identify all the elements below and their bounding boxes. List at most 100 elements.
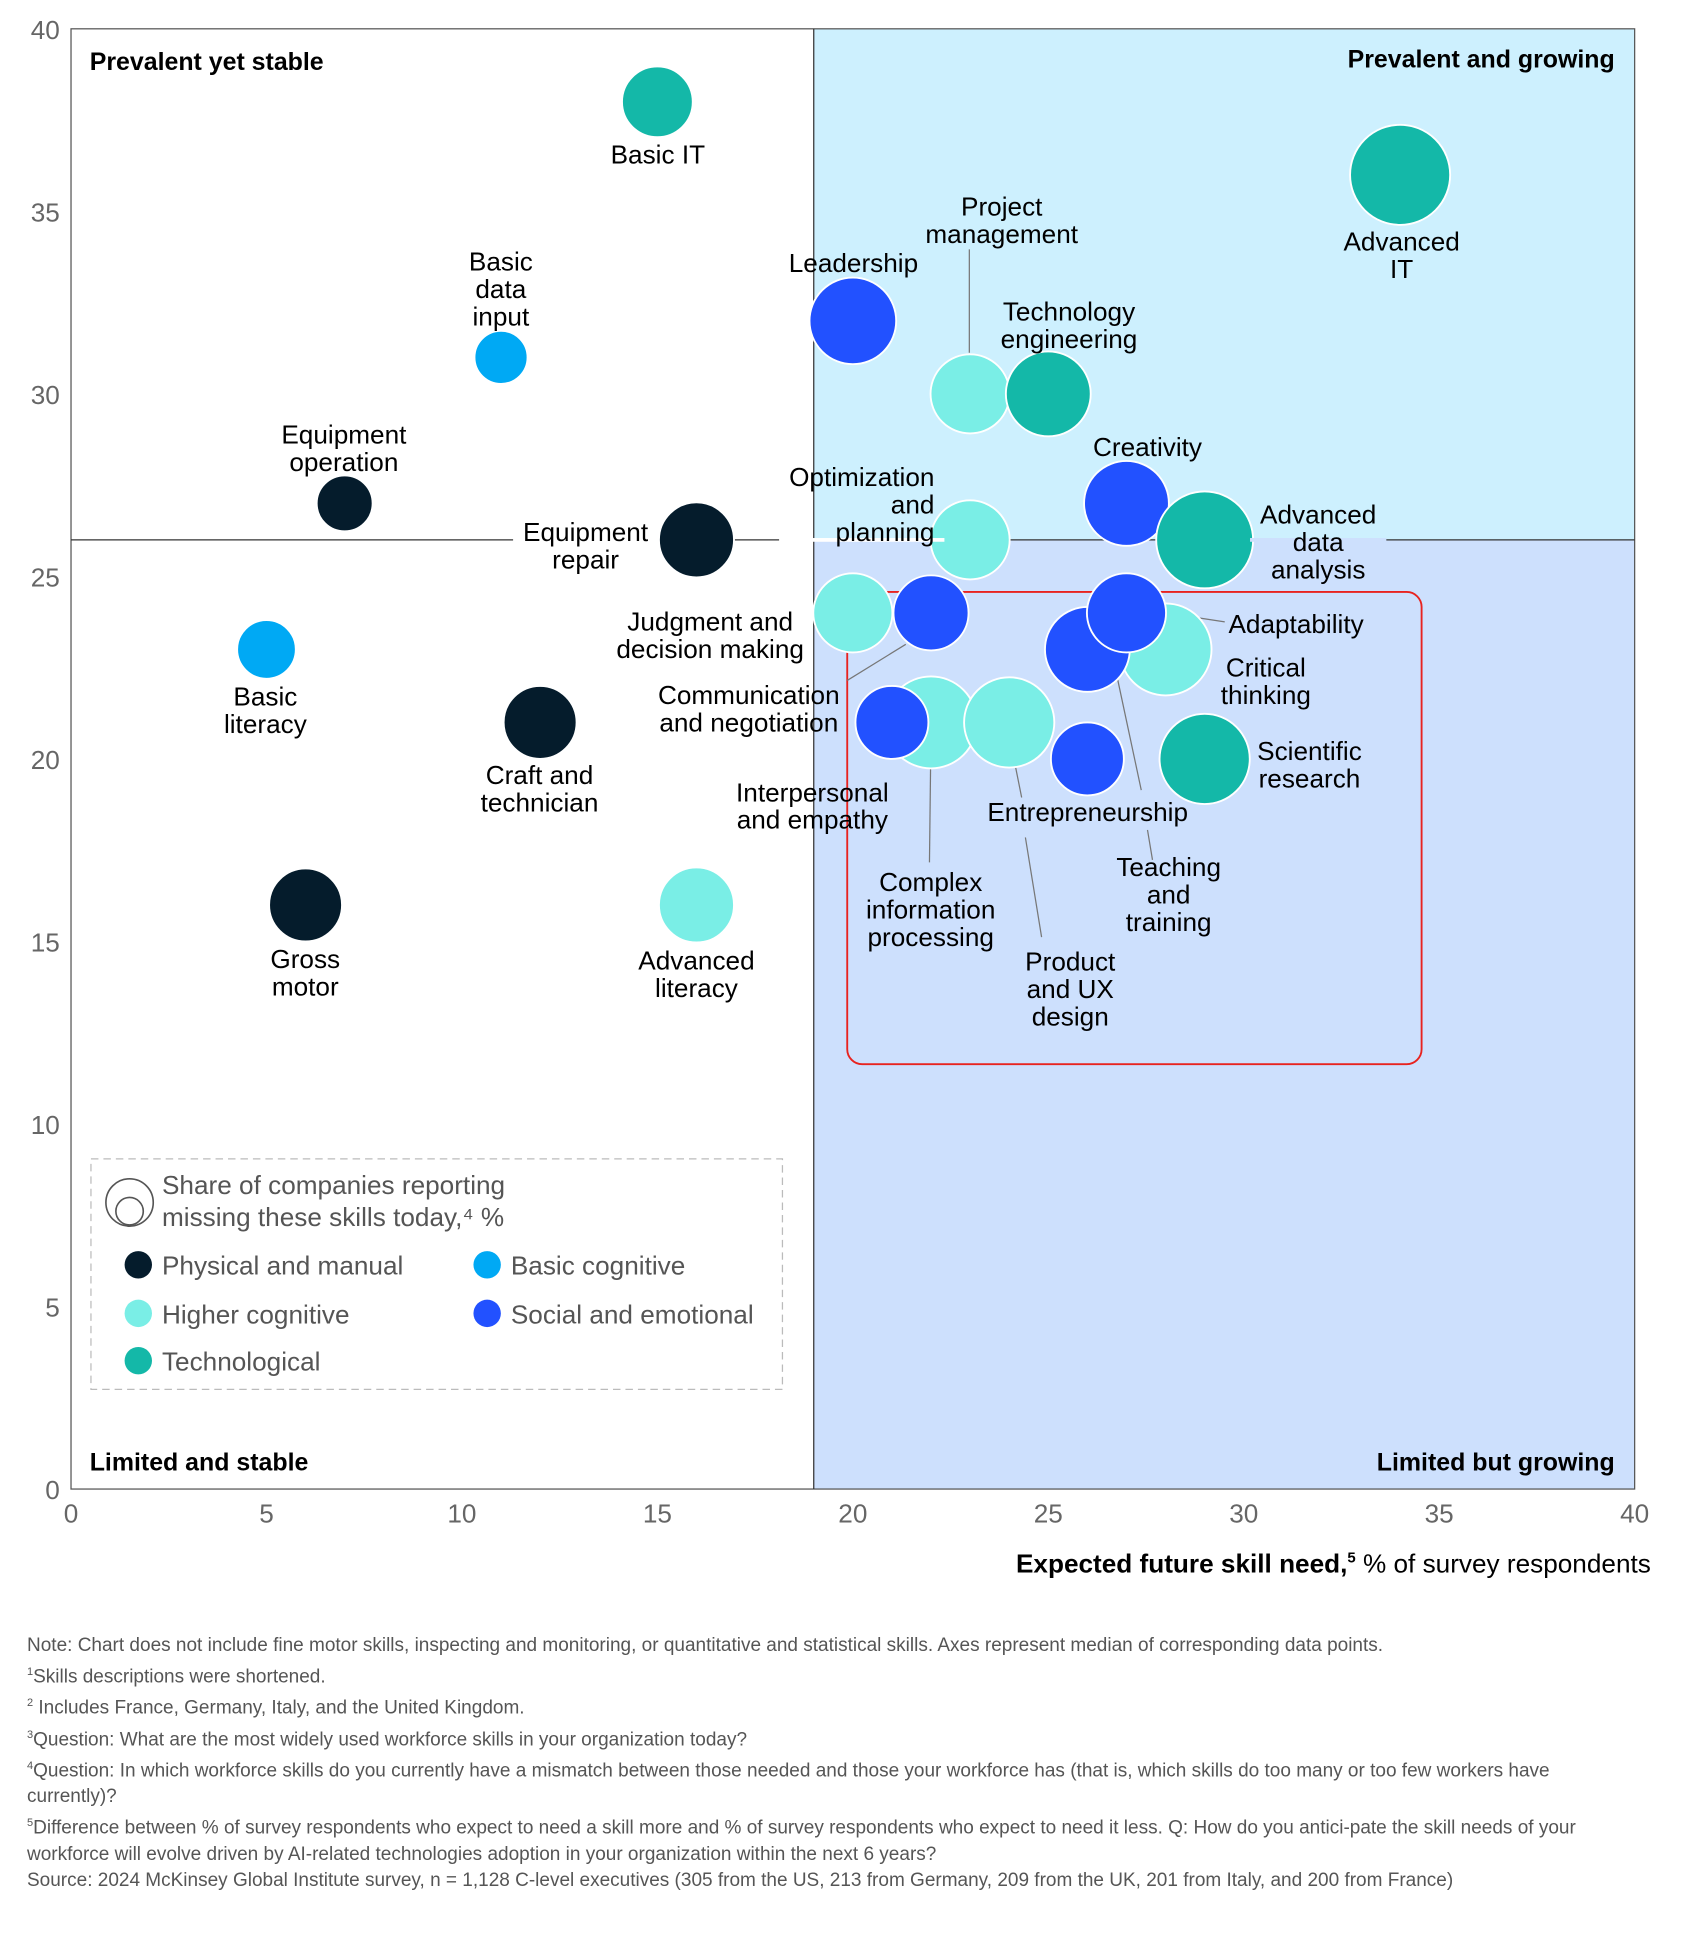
x-tick-label: 20 <box>838 1499 867 1529</box>
footnote: 2 Includes France, Germany, Italy, and t… <box>27 1690 1627 1721</box>
label-line: Basic IT <box>611 139 705 169</box>
label-line: Communication <box>658 680 840 710</box>
footnote-number: 2 <box>27 1697 34 1710</box>
footnote-number: 1 <box>27 1666 34 1678</box>
label-line: Equipment <box>281 420 407 450</box>
x-axis-title-bold: Expected future skill need, <box>1016 1549 1347 1579</box>
legend-swatch-basic-cognitive <box>473 1251 501 1279</box>
label-line: Leadership <box>789 248 918 278</box>
bubble-scientific-research <box>1158 712 1251 805</box>
label-line: design <box>1032 1002 1109 1032</box>
label-line: planning <box>836 517 935 547</box>
size-legend-small-circle-icon <box>115 1196 145 1226</box>
leader-line <box>1024 837 1043 938</box>
bubble-basic-it <box>621 65 694 139</box>
bubble-advanced-it <box>1349 123 1452 226</box>
label-line: Interpersonal <box>736 777 889 807</box>
bubble-advanced-literacy <box>658 866 735 944</box>
footnote: Source: 2024 McKinsey Global Institute s… <box>27 1868 1627 1894</box>
bubble-label-product-and-ux-design: Product and UX design <box>1025 947 1116 1032</box>
bubble-label-communication-and-negotiation: Communication and negotiation <box>658 680 840 737</box>
legend-swatch-physical-and-manual <box>124 1251 153 1279</box>
bubble-label-project-management: Project management <box>925 192 1078 249</box>
footnote: Note: Chart does not include fine motor … <box>27 1633 1627 1659</box>
label-line: Advanced <box>1260 499 1376 529</box>
footnote-text: Skills descriptions were shortened. <box>33 1666 326 1688</box>
label-line: repair <box>552 544 619 574</box>
bubble-label-creativity: Creativity <box>1093 432 1203 462</box>
y-tick-label: 30 <box>31 380 60 410</box>
label-line: data <box>475 274 526 304</box>
bubble-label-interpersonal-and-empathy: Interpersonal and empathy <box>736 777 889 834</box>
label-line: Creativity <box>1093 432 1203 462</box>
bubble-technology-engineering <box>1004 350 1092 438</box>
label-line: Advanced <box>1343 227 1459 257</box>
bubble-label-basic-data-input: Basic data input <box>469 247 533 332</box>
bubble-equipment-repair <box>658 501 735 579</box>
bubble-label-technology-engineering: Technology engineering <box>1001 296 1138 353</box>
bubble-leadership <box>808 276 898 366</box>
label-line: and <box>1147 879 1191 909</box>
label-line: decision making <box>616 634 804 664</box>
plot-frame <box>70 28 1636 1490</box>
quadrant-label-bottom-right: Limited but growing <box>1377 1448 1615 1476</box>
x-axis-title: Expected future skill need,5 % of survey… <box>1016 1549 1651 1579</box>
bubble-project-management <box>929 353 1011 435</box>
bubble-label-basic-literacy: Basic literacy <box>224 681 308 738</box>
median-line-gap <box>1250 538 1387 542</box>
bubble-judgment-and-decision-making <box>812 572 894 654</box>
label-line: Optimization <box>789 462 934 492</box>
footnote-number: 5 <box>27 1817 34 1830</box>
label-line: Technology <box>1003 296 1136 326</box>
footnote: 1Skills descriptions were shortened. <box>27 1659 1627 1690</box>
bubble-label-advanced-it: Advanced IT <box>1343 227 1459 284</box>
size-legend-large-circle-icon <box>105 1177 155 1227</box>
bubble-label-basic-it: Basic IT <box>611 139 705 169</box>
label-line: and negotiation <box>659 708 838 738</box>
x-tick-label: 25 <box>1034 1499 1063 1529</box>
footnote-text: Question: What are the most widely used … <box>33 1728 748 1750</box>
label-line: technician <box>481 787 599 817</box>
x-tick-label: 5 <box>259 1499 274 1529</box>
x-axis-title-footnote: 5 <box>1347 1550 1355 1567</box>
label-line: and empathy <box>737 805 889 835</box>
size-legend-line-1: Share of companies reporting <box>162 1170 505 1200</box>
legend-label-social-and-emotional: Social and emotional <box>511 1299 754 1329</box>
label-line: research <box>1259 764 1361 794</box>
bubble-equipment-operation <box>315 474 374 533</box>
label-line: Complex <box>879 867 982 897</box>
bubble-label-adaptability: Adaptability <box>1228 609 1364 639</box>
label-line: analysis <box>1271 554 1366 584</box>
label-line: Project <box>961 192 1043 222</box>
label-line: management <box>925 219 1078 249</box>
label-line: Craft and <box>486 760 594 790</box>
footnote-number: 4 <box>27 1759 34 1772</box>
bubble-label-gross-motor: Gross motor <box>270 944 340 1001</box>
leader-line <box>1146 829 1154 860</box>
label-line: and <box>891 489 935 519</box>
x-axis-title-rest: % of survey respondents <box>1356 1549 1651 1579</box>
bubble-label-equipment-operation: Equipment operation <box>281 420 407 477</box>
footnote-text: Question: In which workforce skills do y… <box>27 1760 1550 1808</box>
legend-swatch-higher-cognitive <box>124 1299 153 1328</box>
label-line: thinking <box>1221 680 1311 710</box>
y-tick-label: 25 <box>31 562 60 592</box>
label-line: Critical <box>1226 653 1306 683</box>
quadrant-prevalent-growing-bg <box>813 28 1635 540</box>
footnote-number: 3 <box>27 1728 34 1741</box>
label-line: information <box>866 894 995 924</box>
label-line: operation <box>289 447 398 477</box>
y-tick-label: 35 <box>31 197 60 227</box>
bubble-label-advanced-data-analysis: Advanced data analysis <box>1260 499 1376 584</box>
bubble-label-leadership: Leadership <box>789 248 918 278</box>
bubble-creativity <box>1083 460 1170 547</box>
y-tick-label: 5 <box>45 1292 60 1322</box>
label-line: Advanced <box>638 945 754 975</box>
leader-line <box>846 643 907 681</box>
bubble-advanced-data-analysis <box>1155 490 1255 590</box>
footnote-text: Includes France, Germany, Italy, and the… <box>33 1697 525 1719</box>
leader-line <box>1116 679 1142 791</box>
bubble-label-scientific-research: Scientific research <box>1257 736 1362 793</box>
leader-line <box>928 755 932 863</box>
